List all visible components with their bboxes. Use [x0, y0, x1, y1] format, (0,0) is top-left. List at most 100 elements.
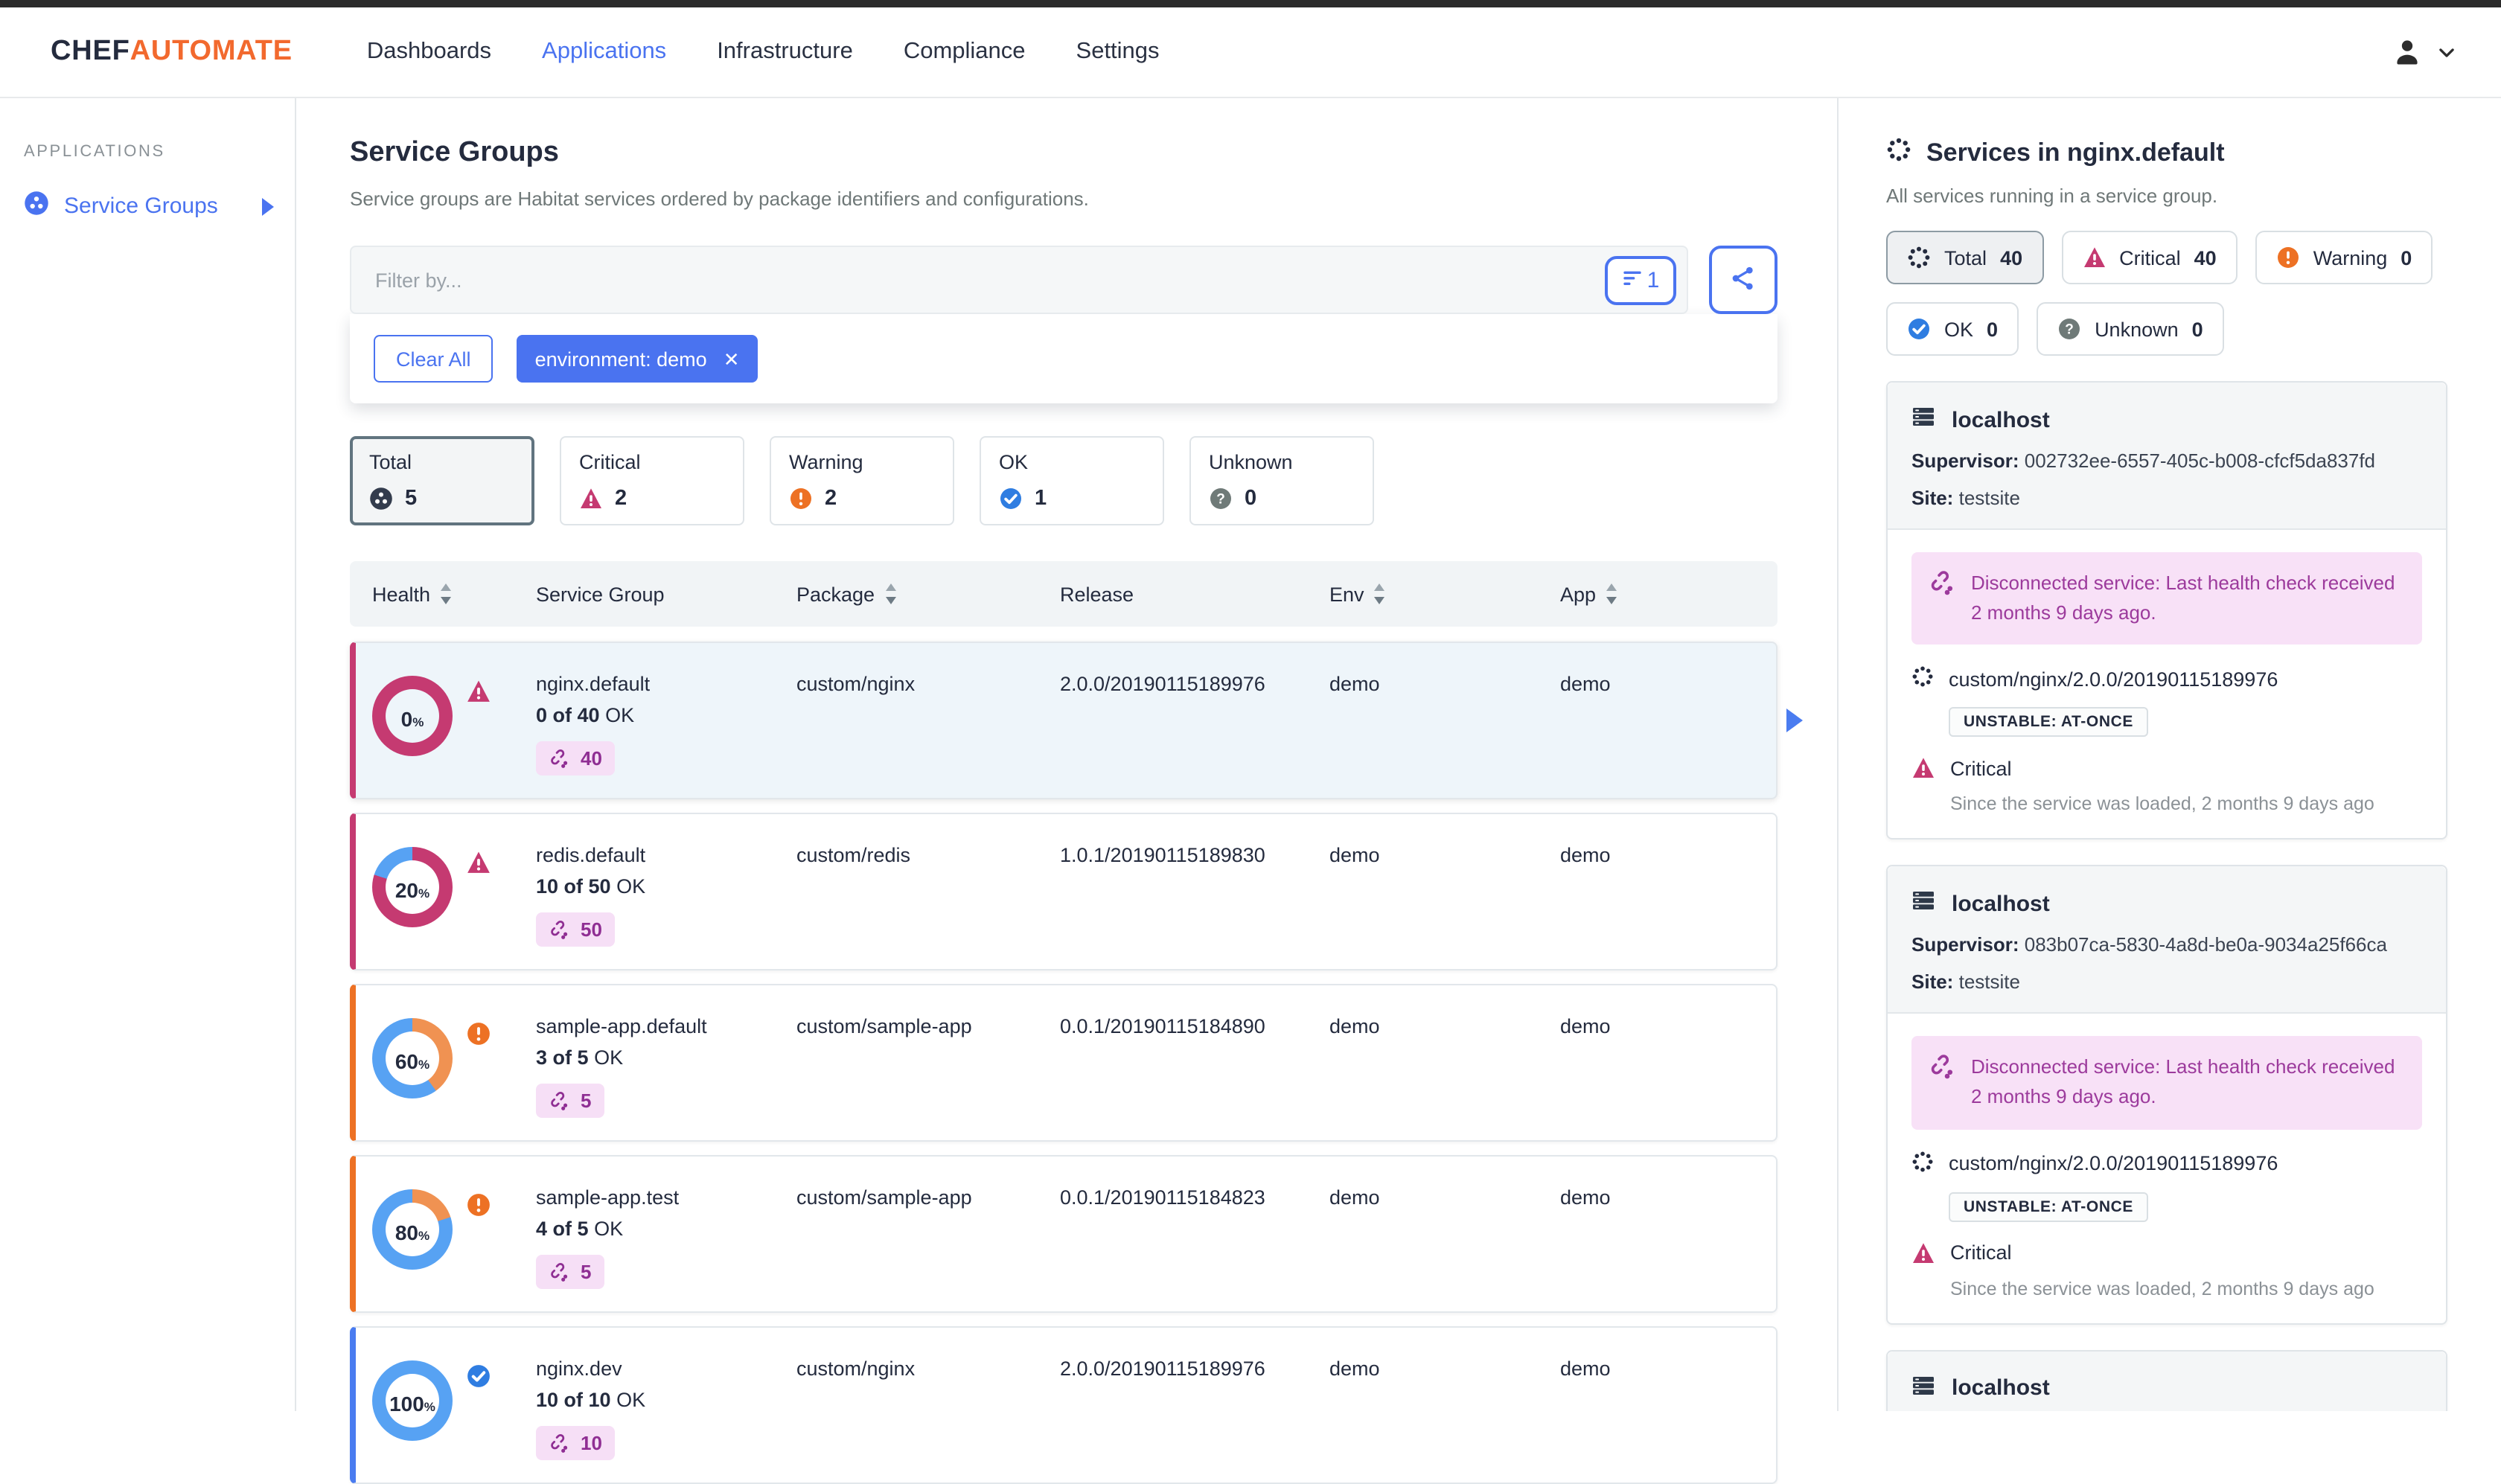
clear-all-filters-button[interactable]: Clear All: [374, 335, 494, 383]
summary-filter-warning[interactable]: Warning 0: [2255, 231, 2433, 284]
env-cell: demo: [1329, 1015, 1380, 1037]
sidebar: APPLICATIONS Service Groups: [0, 98, 296, 1411]
service-group-row[interactable]: 80% sample-app.test 4 of 5 OK 5: [350, 1155, 1777, 1313]
app-cell: demo: [1560, 1015, 1611, 1037]
column-header[interactable]: Env: [1329, 583, 1560, 605]
sort-icon[interactable]: [1605, 583, 1618, 604]
sidebar-item-service-groups[interactable]: Service Groups: [24, 191, 274, 222]
summary-filter-label: Critical: [2119, 246, 2181, 269]
remove-filter-icon[interactable]: ✕: [723, 348, 740, 370]
ok-count: 3 of 5: [536, 1046, 589, 1069]
summary-filter-critical[interactable]: Critical 40: [2061, 231, 2238, 284]
filter-chip[interactable]: environment: demo ✕: [517, 335, 758, 383]
disconnected-count: 5: [581, 1261, 592, 1283]
health-filter-count: 2: [615, 487, 627, 511]
column-header[interactable]: Service Group: [536, 583, 665, 605]
health-filter-count: 2: [825, 487, 837, 511]
nav-links: Dashboards Applications Infrastructure C…: [367, 39, 1160, 65]
health-status-icon: [1907, 246, 1931, 269]
service-group-row[interactable]: 60% sample-app.default 3 of 5 OK 5: [350, 984, 1777, 1142]
disconnected-services-badge: 10: [536, 1426, 616, 1460]
services-panel-subtitle: All services running in a service group.: [1886, 185, 2218, 207]
health-filter-label: Total: [369, 451, 412, 473]
user-menu[interactable]: [2391, 36, 2456, 68]
nav-item-dashboards[interactable]: Dashboards: [366, 39, 492, 64]
health-status-icon: [579, 487, 603, 511]
health-percent: 100: [389, 1392, 424, 1416]
health-filter-warning[interactable]: Warning 2: [770, 436, 954, 525]
sort-icon[interactable]: [439, 583, 453, 604]
top-accent-bar: [0, 0, 2501, 7]
package-cell: custom/redis: [796, 844, 911, 866]
service-card-header: localhost Supervisor: 002732ee-6557-405c…: [1888, 383, 2446, 530]
service-groups-table-header: Health Service Group Package: [350, 561, 1777, 627]
selected-row-arrow-icon[interactable]: [1786, 709, 1803, 732]
disconnected-alert: Disconnected service: Last health check …: [1911, 1036, 2422, 1130]
summary-filter-total[interactable]: Total 40: [1886, 231, 2044, 284]
summary-filter-count: 40: [2194, 246, 2217, 269]
supervisor-id: 002732ee-6557-405c-b008-cfcf5da837fd: [2024, 450, 2376, 472]
top-navigation: CHEFAUTOMATE Dashboards Applications Inf…: [0, 7, 2501, 98]
services-panel: Services in nginx.default All services r…: [1837, 98, 2501, 1411]
package-cell: custom/sample-app: [796, 1015, 972, 1037]
health-donut: 80%: [372, 1189, 453, 1270]
service-card-header: localhost Supervisor: 0c0a6b1f-f9f2-4fe6…: [1888, 1351, 2446, 1411]
summary-filter-unknown[interactable]: ? Unknown 0: [2037, 302, 2224, 356]
share-button[interactable]: [1709, 246, 1777, 314]
sort-icon[interactable]: [884, 583, 897, 604]
health-filter-cards: Total 5 Critical 2: [350, 436, 1777, 525]
nav-item-applications[interactable]: Applications: [542, 39, 667, 64]
health-percent: 0: [400, 707, 413, 731]
package-cell: custom/nginx: [796, 673, 916, 695]
nav-item-infrastructure[interactable]: Infrastructure: [717, 39, 853, 64]
active-filters-button[interactable]: 1: [1605, 255, 1676, 304]
release-cell: 2.0.0/20190115189976: [1060, 673, 1265, 695]
host-name: localhost: [1952, 407, 2050, 432]
filter-funnel-icon: [1622, 266, 1644, 294]
health-status-icon: [369, 487, 393, 511]
health-status-icon: [466, 1021, 491, 1046]
health-percent: 20: [395, 878, 418, 902]
service-card-header: localhost Supervisor: 083b07ca-5830-4a8d…: [1888, 866, 2446, 1014]
services-dots-icon: [1911, 666, 1934, 693]
column-header[interactable]: Release: [1060, 583, 1134, 605]
service-group-name: redis.default: [536, 844, 646, 866]
services-dots-icon: [1886, 137, 1911, 170]
chef-automate-logo[interactable]: CHEFAUTOMATE: [51, 36, 293, 68]
disconnected-count: 40: [581, 747, 602, 770]
health-donut: 60%: [372, 1018, 453, 1098]
env-cell: demo: [1329, 1186, 1380, 1209]
service-card-body: Disconnected service: Last health check …: [1888, 530, 2446, 839]
service-group-row[interactable]: 100% nginx.dev 10 of 10 OK 10: [350, 1326, 1777, 1484]
service-groups-icon: [24, 191, 49, 222]
column-header[interactable]: Health: [350, 583, 536, 605]
nav-item-compliance[interactable]: Compliance: [903, 39, 1026, 64]
service-group-row[interactable]: 0% nginx.default 0 of 40 OK 40: [350, 642, 1803, 799]
filter-input[interactable]: [372, 267, 1605, 292]
health-status-icon: [466, 1192, 491, 1218]
health-filter-unknown[interactable]: Unknown ? 0: [1189, 436, 1374, 525]
sort-icon[interactable]: [1373, 583, 1387, 604]
health-filter-count: 5: [405, 487, 418, 511]
share-icon: [1728, 263, 1758, 297]
health-since-text: Since the service was loaded, 2 months 9…: [1950, 793, 2374, 815]
services-dots-icon: [1911, 1150, 1934, 1177]
nav-item-settings[interactable]: Settings: [1076, 39, 1160, 64]
env-cell: demo: [1329, 1357, 1380, 1380]
health-status-icon: [466, 679, 491, 704]
health-filter-total[interactable]: Total 5: [350, 436, 534, 525]
summary-filter-ok[interactable]: OK 0: [1886, 302, 2019, 356]
health-filter-critical[interactable]: Critical 2: [560, 436, 744, 525]
disconnected-alert: Disconnected service: Last health check …: [1911, 552, 2422, 645]
health-percent: 80: [395, 1221, 418, 1244]
page-title: Service Groups: [350, 137, 559, 168]
service-group-row[interactable]: 20% redis.default 10 of 50 OK 50: [350, 813, 1777, 970]
health-status-icon: [466, 850, 491, 875]
health-donut: 100%: [372, 1360, 453, 1441]
column-header[interactable]: Package: [796, 583, 1060, 605]
logo-chef-text: CHEF: [51, 36, 130, 67]
app-cell: demo: [1560, 1186, 1611, 1209]
health-filter-ok[interactable]: OK 1: [980, 436, 1164, 525]
expand-right-icon[interactable]: [262, 197, 274, 215]
column-header[interactable]: App: [1560, 583, 1777, 605]
